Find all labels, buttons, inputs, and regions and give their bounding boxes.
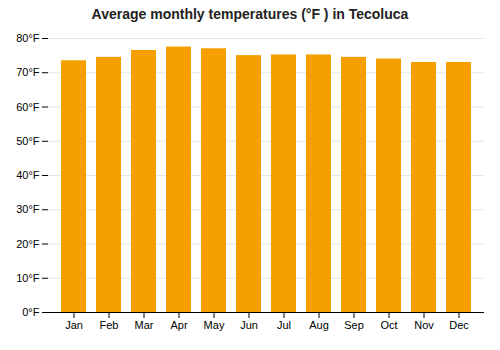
svg-text:Jan: Jan — [65, 319, 83, 331]
svg-text:May: May — [204, 319, 225, 331]
svg-text:80°F: 80°F — [16, 32, 40, 44]
svg-text:30°F: 30°F — [16, 203, 40, 215]
svg-text:Sep: Sep — [344, 319, 364, 331]
svg-text:Jun: Jun — [240, 319, 258, 331]
svg-text:50°F: 50°F — [16, 135, 40, 147]
svg-text:Mar: Mar — [135, 319, 154, 331]
svg-text:Jul: Jul — [277, 319, 291, 331]
svg-text:70°F: 70°F — [16, 66, 40, 78]
svg-text:Feb: Feb — [100, 319, 119, 331]
svg-text:60°F: 60°F — [16, 101, 40, 113]
svg-text:Nov: Nov — [414, 319, 434, 331]
svg-text:40°F: 40°F — [16, 169, 40, 181]
html-text:Average monthly temperatures (: Average monthly temperatures (°F ) in Te… — [91, 6, 409, 22]
svg-text:10°F: 10°F — [16, 272, 40, 284]
svg-text:Aug: Aug — [309, 319, 329, 331]
svg-text:Apr: Apr — [170, 319, 187, 331]
svg-text:Oct: Oct — [380, 319, 397, 331]
svg-text:Dec: Dec — [449, 319, 469, 331]
svg-text:20°F: 20°F — [16, 238, 40, 250]
svg-text:0°F: 0°F — [22, 306, 40, 318]
